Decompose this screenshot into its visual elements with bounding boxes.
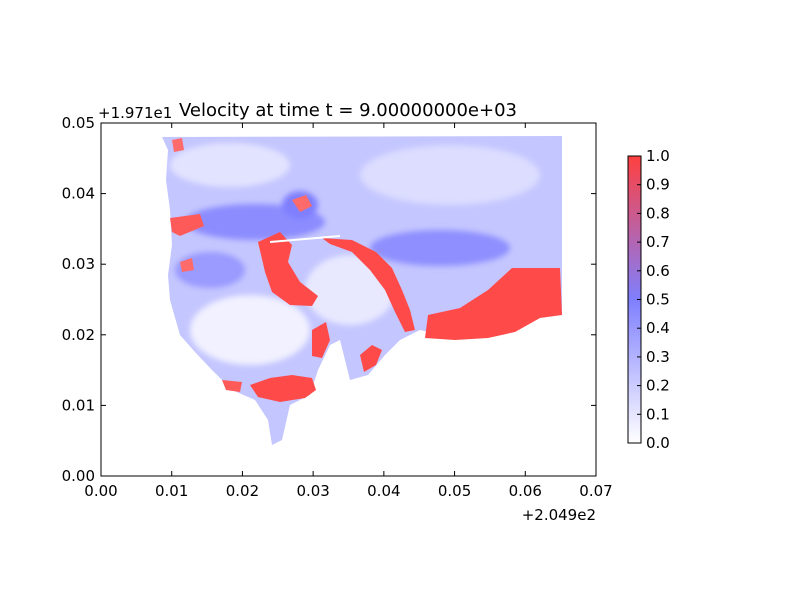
field-high-region (170, 214, 204, 236)
plot-area-frame (100, 122, 597, 477)
field-high-region (425, 268, 562, 340)
field-mid-patch (370, 230, 510, 266)
y-tick-label: 0.00 (62, 467, 95, 485)
colorbar-tick-label: 0.7 (646, 233, 670, 251)
velocity-field (162, 136, 562, 445)
chart-title: Velocity at time t = 9.00000000e+03 (179, 100, 517, 121)
colorbar-tick-label: 0.0 (646, 434, 670, 452)
colorbar-tick-label: 0.3 (646, 348, 670, 366)
x-axis: 0.00 0.01 0.02 0.03 0.04 0.05 0.06 0.07 (84, 123, 613, 500)
field-high-region (222, 380, 242, 392)
colorbar-tick-label: 0.2 (646, 377, 670, 395)
y-axis: 0.00 0.01 0.02 0.03 0.04 0.05 (62, 114, 596, 485)
colorbar-tick-label: 0.8 (646, 204, 670, 222)
field-high-region (180, 258, 194, 272)
x-tick-label: 0.04 (367, 482, 400, 500)
field-high-region (250, 375, 316, 402)
x-tick-label: 0.03 (296, 482, 329, 500)
y-tick-label: 0.01 (62, 396, 95, 414)
field-high-region (322, 238, 415, 332)
colorbar-tick-label: 0.5 (646, 291, 670, 309)
field-streak (269, 235, 341, 243)
y-tick-label: 0.03 (62, 255, 95, 273)
colorbar-axis: 0.0 0.1 0.2 0.3 0.4 0.5 0.6 0.7 0.8 0.9 1.0 (637, 147, 670, 452)
field-light-patch (360, 145, 540, 205)
field-high-region (292, 195, 312, 212)
colorbar-tick-label: 0.4 (646, 319, 670, 337)
y-tick-label: 0.05 (62, 114, 95, 132)
y-tick-label: 0.04 (62, 185, 95, 203)
x-offset-label: +2.049e2 (522, 506, 596, 524)
colorbar-tick-label: 0.1 (646, 405, 670, 423)
colorbar-tick-label: 1.0 (646, 147, 670, 165)
field-high-region (360, 345, 382, 372)
field-high-region (258, 232, 318, 306)
field-light-patch (190, 295, 310, 365)
x-tick-label: 0.02 (226, 482, 259, 500)
x-tick-label: 0.06 (509, 482, 542, 500)
field-high-region (312, 322, 330, 358)
field-high-region (172, 138, 184, 152)
x-tick-label: 0.07 (579, 482, 612, 500)
colorbar-tick-label: 0.6 (646, 262, 670, 280)
colorbar-tick-label: 0.9 (646, 176, 670, 194)
x-tick-label: 0.01 (155, 482, 188, 500)
x-tick-label: 0.00 (84, 482, 117, 500)
field-light-patch (170, 143, 290, 187)
y-tick-label: 0.02 (62, 326, 95, 344)
y-offset-label: +1.971e1 (98, 104, 172, 122)
x-tick-label: 0.05 (438, 482, 471, 500)
